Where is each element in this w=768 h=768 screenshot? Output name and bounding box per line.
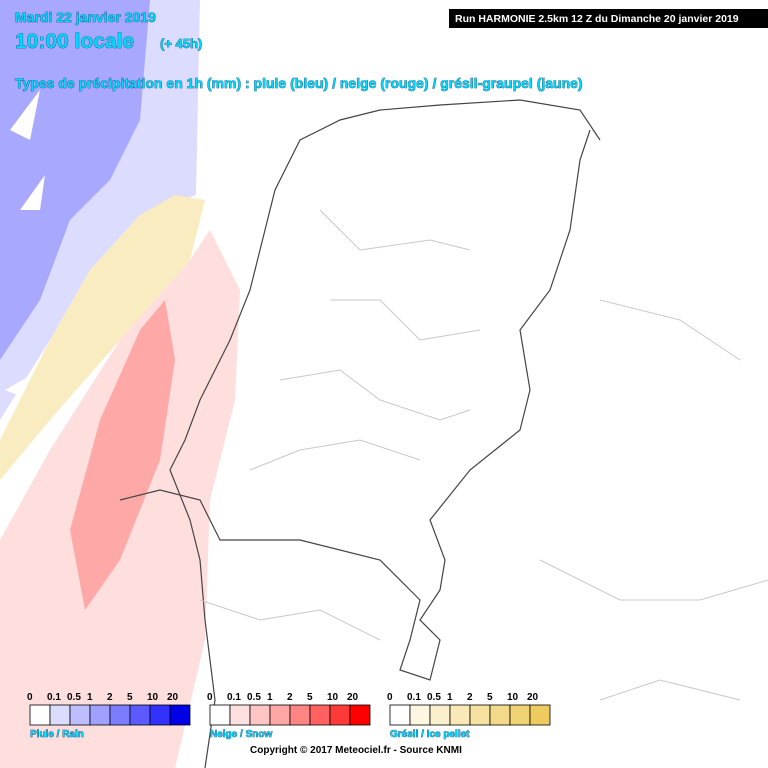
legend-label: 2	[287, 692, 293, 703]
lead-time: (+ 45h)	[160, 36, 202, 51]
legend-name: Pluie / Rain	[30, 729, 84, 740]
legend-swatch	[329, 704, 351, 726]
legend-label: 0.1	[47, 692, 61, 703]
legend-swatch	[529, 704, 551, 726]
legend-swatch	[149, 704, 171, 726]
legend-swatch	[349, 704, 371, 726]
legend-label: 0.5	[427, 692, 441, 703]
legend-label: 5	[127, 692, 133, 703]
legend-label: 2	[467, 692, 473, 703]
legend-label: 0.1	[407, 692, 421, 703]
legend-swatch	[389, 704, 411, 726]
legend-label: 0.5	[67, 692, 81, 703]
snow-core	[70, 300, 175, 610]
legend-name: Grésil / Ice pellet	[390, 729, 470, 740]
legend-swatch	[169, 704, 191, 726]
legend-swatch	[509, 704, 531, 726]
legend-swatch	[129, 704, 151, 726]
legend-label: 5	[487, 692, 493, 703]
legend-label: 1	[87, 692, 93, 703]
legend-swatch	[109, 704, 131, 726]
legend-swatch	[29, 704, 51, 726]
legend-label: 0	[387, 692, 393, 703]
legend-swatch	[229, 704, 251, 726]
legend-swatch	[269, 704, 291, 726]
legend-label: 10	[507, 692, 519, 703]
legend-swatch	[309, 704, 331, 726]
pellet-area	[0, 195, 205, 480]
legend-swatch	[469, 704, 491, 726]
legend-swatch	[249, 704, 271, 726]
subtitle: Types de précipitation en 1h (mm) : plui…	[15, 75, 583, 91]
legend-swatch	[489, 704, 511, 726]
legend-swatch	[89, 704, 111, 726]
coastline	[169, 99, 601, 768]
legend-label: 1	[267, 692, 273, 703]
legend-label: 0.5	[247, 692, 261, 703]
legend-swatch	[409, 704, 431, 726]
legend-label: 0.1	[227, 692, 241, 703]
legend-label: 2	[107, 692, 113, 703]
date: Mardi 22 janvier 2019	[15, 9, 156, 25]
copyright: Copyright © 2017 Meteociel.fr - Source K…	[250, 745, 462, 756]
legend-label: 1	[447, 692, 453, 703]
legend-swatch	[209, 704, 231, 726]
legend-label: 20	[167, 692, 179, 703]
legend-label: 20	[347, 692, 359, 703]
legend-swatch	[449, 704, 471, 726]
time: 10:00 locale	[15, 30, 134, 53]
legend-swatch	[69, 704, 91, 726]
rain-core	[0, 0, 150, 360]
run-box	[449, 9, 768, 28]
region-borders	[199, 209, 768, 701]
legend-label: 10	[147, 692, 159, 703]
legend-label: 0	[27, 692, 33, 703]
legend-swatch	[289, 704, 311, 726]
legend-name: Neige / Snow	[210, 729, 272, 740]
legend-label: 20	[527, 692, 539, 703]
legend-label: 5	[307, 692, 313, 703]
legend-label: 10	[327, 692, 339, 703]
legend-swatch	[49, 704, 71, 726]
legend-swatch	[429, 704, 451, 726]
legend-label: 0	[207, 692, 213, 703]
border-line	[119, 129, 591, 681]
run-info: Run HARMONIE 2.5km 12 Z du Dimanche 20 j…	[455, 13, 739, 25]
